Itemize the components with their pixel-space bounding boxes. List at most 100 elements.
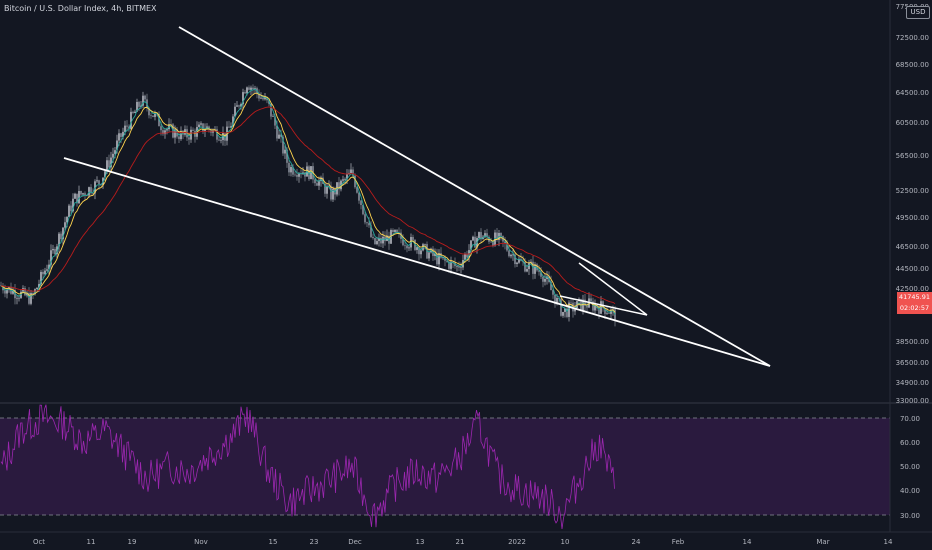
- candle-body: [148, 107, 150, 116]
- candle-body: [552, 290, 554, 295]
- candle-body: [448, 261, 450, 269]
- candle-body: [98, 180, 100, 185]
- candle-body: [296, 175, 298, 177]
- candle-body: [204, 129, 206, 132]
- price-tick-label: 60500.00: [896, 119, 929, 127]
- candle-body: [120, 133, 122, 137]
- candle-body: [434, 253, 436, 256]
- candle-body: [450, 261, 452, 269]
- candle-body: [140, 105, 142, 107]
- wedge-lower-line[interactable]: [559, 295, 648, 316]
- candle-body: [528, 262, 530, 270]
- candle-body: [316, 183, 318, 186]
- candle-body: [458, 266, 460, 268]
- candle-body: [444, 257, 446, 261]
- rsi-line: [0, 404, 615, 529]
- candle-body: [372, 237, 374, 239]
- candle-body: [342, 179, 344, 181]
- candle-body: [574, 308, 576, 312]
- candle-body: [424, 244, 426, 245]
- time-tick-label: 23: [310, 538, 319, 546]
- candle-body: [506, 243, 508, 251]
- candle-body: [164, 130, 166, 135]
- candle-body: [446, 260, 448, 262]
- candle-body: [114, 150, 116, 154]
- candle-body: [314, 179, 316, 184]
- candle-body: [158, 113, 160, 127]
- candle-body: [536, 264, 538, 271]
- candle-body: [262, 97, 264, 100]
- candle-body: [228, 126, 230, 128]
- candle-body: [160, 126, 162, 131]
- price-tick-label: 64500.00: [896, 89, 929, 97]
- candle-body: [460, 267, 462, 269]
- candle-body: [452, 261, 454, 263]
- candle-body: [82, 193, 84, 195]
- candle-body: [58, 233, 60, 247]
- last-price-tag: 41745.91 02:02:57: [897, 292, 932, 314]
- candle-body: [234, 106, 236, 117]
- candle-body: [42, 271, 44, 275]
- candle-body: [310, 166, 312, 180]
- candle-body: [376, 241, 378, 245]
- candle-body: [352, 169, 354, 176]
- candle-body: [330, 185, 332, 200]
- last-price-value: 41745.91: [898, 293, 930, 301]
- candle-body: [76, 193, 78, 204]
- candle-body: [466, 253, 468, 258]
- symbol-title[interactable]: Bitcoin / U.S. Dollar Index, 4h, BITMEX: [4, 4, 157, 13]
- rsi-axis[interactable]: 70.00 60.00 50.00 40.00 30.00: [900, 415, 920, 520]
- time-tick-label: 11: [87, 538, 96, 546]
- candle-body: [250, 87, 252, 90]
- candle-body: [470, 240, 472, 251]
- candle-body: [178, 136, 180, 140]
- candle-body: [32, 293, 34, 295]
- upper-trendline[interactable]: [178, 26, 771, 367]
- candle-body: [112, 153, 114, 158]
- candle-body: [442, 257, 444, 258]
- candle-body: [586, 305, 588, 308]
- wedge-upper-line[interactable]: [578, 262, 648, 316]
- time-tick-label: Nov: [194, 538, 208, 546]
- candle-body: [602, 301, 604, 309]
- candle-body: [550, 281, 552, 291]
- ema-mid-line: [0, 92, 616, 313]
- candle-body: [12, 289, 14, 294]
- candle-body: [538, 270, 540, 272]
- time-tick-label: 24: [632, 538, 641, 546]
- candle-body: [510, 254, 512, 257]
- candle-body: [264, 97, 266, 100]
- time-tick-label: 14: [743, 538, 752, 546]
- candle-body: [496, 232, 498, 240]
- candle-body: [590, 298, 592, 302]
- price-axis[interactable]: 77500.0072500.0068500.0064500.0060500.00…: [896, 3, 929, 405]
- candle-body: [356, 187, 358, 193]
- candle-body: [516, 262, 518, 265]
- candle-body: [162, 130, 164, 135]
- currency-button[interactable]: USD: [906, 6, 930, 19]
- candle-body: [238, 105, 240, 107]
- candle-body: [418, 247, 420, 255]
- candle-body: [480, 232, 482, 240]
- candle-body: [478, 232, 480, 239]
- candle-body: [360, 200, 362, 206]
- candle-body: [94, 181, 96, 194]
- candle-body: [242, 92, 244, 105]
- candle-body: [92, 193, 94, 194]
- candle-body: [546, 276, 548, 279]
- price-tick-label: 72500.00: [896, 34, 929, 42]
- candle-body: [118, 133, 120, 141]
- price-tick-label: 34900.00: [896, 379, 929, 387]
- candle-body: [464, 253, 466, 261]
- candle-body: [366, 222, 368, 224]
- candle-body: [346, 174, 348, 180]
- candle-body: [556, 297, 558, 305]
- lower-trendline[interactable]: [63, 157, 771, 367]
- time-axis[interactable]: Oct 11 19 Nov 15 23 Dec 13 21 2022 10 24 Feb 14 Mar 14: [33, 538, 893, 546]
- candle-body: [126, 125, 128, 127]
- bar-countdown: 02:02:57: [899, 304, 930, 312]
- candle-body: [358, 192, 360, 201]
- candle-body: [106, 160, 108, 172]
